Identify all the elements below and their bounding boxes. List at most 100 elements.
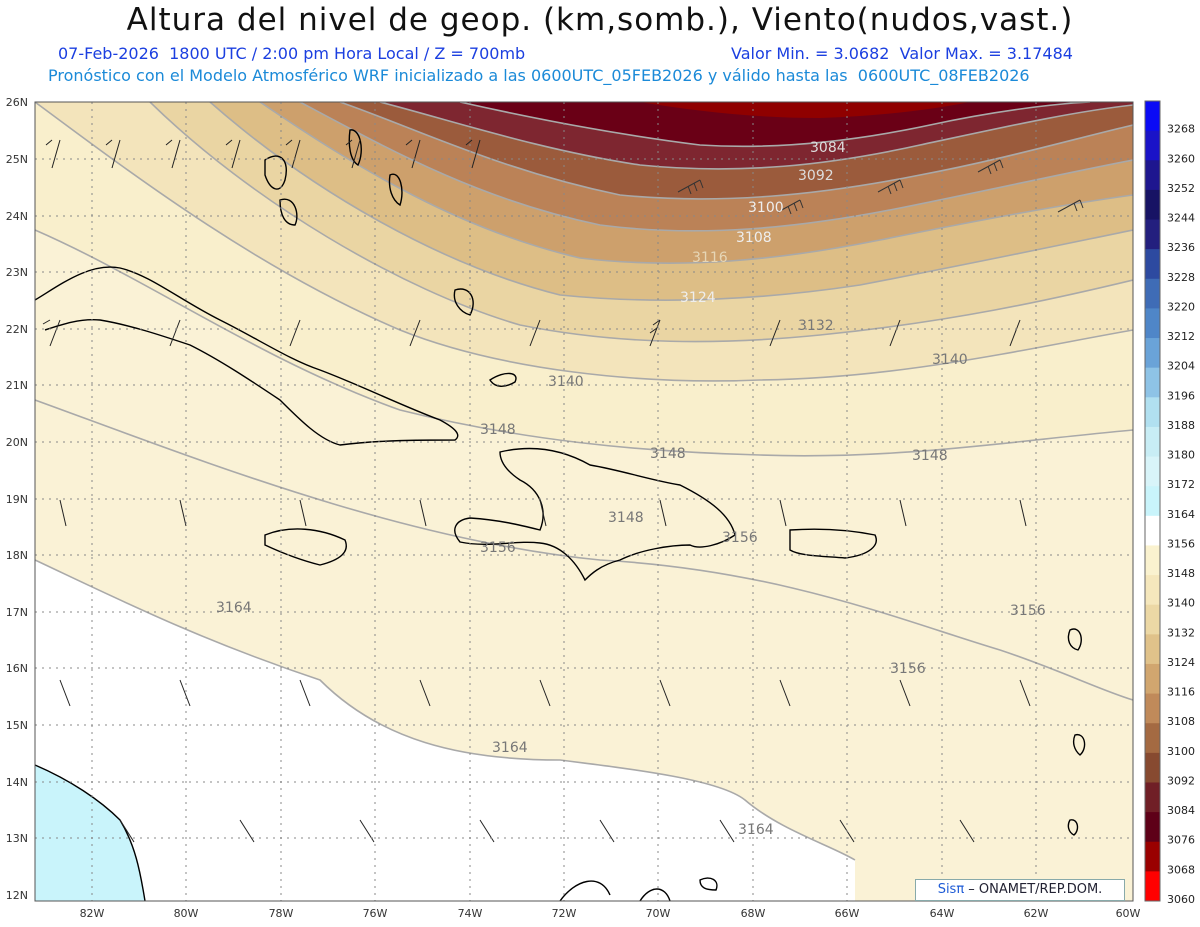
- lon-label: 64W: [930, 907, 955, 920]
- central-america-coast: [35, 764, 146, 901]
- lat-label: 19N: [6, 493, 28, 506]
- colorbar-label: 3228: [1167, 271, 1195, 284]
- lat-label: 24N: [6, 210, 28, 223]
- band-3164-plus: [35, 560, 855, 901]
- contour-label: 3140: [548, 374, 584, 390]
- colorbar-label: 3260: [1167, 152, 1195, 165]
- colorbar-swatch: [1145, 367, 1160, 398]
- lon-label: 82W: [80, 907, 105, 920]
- contour-label: 3164: [216, 600, 252, 616]
- contour-label: 3108: [736, 230, 772, 246]
- contour-label: 3116: [692, 250, 728, 266]
- colorbar-frame: [1144, 100, 1161, 902]
- colorbar-swatch: [1145, 249, 1160, 280]
- bahamas-coast: [264, 129, 517, 387]
- height-bands: [35, 102, 1133, 901]
- colorbar-swatch: [1145, 189, 1160, 221]
- lat-label: 20N: [6, 436, 28, 449]
- contour-label: 3100: [748, 200, 784, 216]
- lat-label: 25N: [6, 153, 28, 166]
- contour-label: 3156: [1010, 603, 1046, 619]
- colorbar-swatch: [1145, 663, 1160, 695]
- colorbar-swatch: [1145, 604, 1160, 635]
- colorbar-label: 3068: [1167, 863, 1195, 876]
- colorbar-label: 3236: [1167, 241, 1195, 254]
- lat-label: 17N: [6, 606, 28, 619]
- colorbar-swatch: [1145, 130, 1160, 161]
- colorbar-label: 3204: [1167, 360, 1195, 373]
- graticule: [35, 102, 1133, 901]
- colorbar-swatch: [1145, 782, 1160, 813]
- colorbar-label: 3164: [1167, 508, 1195, 521]
- colorbar-label: 3156: [1167, 537, 1195, 550]
- colorbar-swatch: [1145, 752, 1160, 783]
- colorbar-label: 3084: [1167, 804, 1195, 817]
- colorbar-label: 3180: [1167, 449, 1195, 462]
- colorbar-label: 3124: [1167, 656, 1195, 669]
- colorbar-label: 3196: [1167, 389, 1195, 402]
- colorbar-swatch: [1145, 575, 1160, 606]
- colorbar-swatch: [1145, 841, 1160, 872]
- colorbar-label: 3220: [1167, 300, 1195, 313]
- colorbar-label: 3108: [1167, 715, 1195, 728]
- contour-label: 3148: [650, 446, 686, 462]
- credit-text: – ONAMET/REP.DOM.: [964, 882, 1103, 897]
- colorbar-swatch: [1145, 456, 1160, 487]
- colorbar-label: 3076: [1167, 834, 1195, 847]
- colorbar-swatch: [1145, 486, 1160, 517]
- lon-label: 80W: [174, 907, 199, 920]
- colorbar-label: 3060: [1167, 893, 1195, 906]
- min-max-values: Valor Min. = 3.0682 Valor Max. = 3.17484: [731, 44, 1073, 63]
- colorbar-label: 3132: [1167, 626, 1195, 639]
- jamaica-coast: [264, 528, 347, 566]
- puerto-rico-coast: [789, 528, 877, 559]
- model-info-line: Pronóstico con el Modelo Atmosférico WRF…: [48, 66, 1030, 85]
- colorbar-label: 3252: [1167, 182, 1195, 195]
- colorbar-label: 3100: [1167, 745, 1195, 758]
- south-america-coast: [559, 877, 718, 901]
- colorbar: 3268 3260 3252 3244 3236 3228 3220 3212 3204 3196…: [1144, 100, 1195, 906]
- band-3084: [460, 102, 1090, 147]
- lat-label: 18N: [6, 549, 28, 562]
- colorbar-swatch: [1145, 278, 1160, 309]
- colorbar-swatch: [1145, 812, 1160, 843]
- contour-label: 3148: [608, 510, 644, 526]
- lat-label: 12N: [6, 889, 28, 902]
- sispi-logo-text: Sisπ: [937, 882, 965, 897]
- contour-label: 3084: [810, 140, 846, 156]
- colorbar-swatch: [1145, 693, 1160, 724]
- contour-lines: [35, 102, 1133, 861]
- lat-label: 23N: [6, 266, 28, 279]
- colorbar-swatch: [1145, 101, 1160, 132]
- colorbar-swatch: [1145, 308, 1160, 339]
- contour-label: 3132: [798, 318, 834, 334]
- contour-label-group: 3084 3092 3100 3108 3116 3124 3132 3140 …: [216, 140, 1046, 838]
- hispaniola-coast: [454, 447, 736, 582]
- lon-label: 74W: [458, 907, 483, 920]
- colorbar-label: 3116: [1167, 686, 1195, 699]
- lon-label: 68W: [741, 907, 766, 920]
- contour-label: 3164: [738, 822, 774, 838]
- lon-label: 70W: [646, 907, 671, 920]
- lat-label: 22N: [6, 323, 28, 336]
- latitude-axis: 26N 25N 24N 23N 22N 21N 20N 19N 18N 17N …: [6, 96, 28, 902]
- lat-label: 15N: [6, 719, 28, 732]
- colorbar-label: 3092: [1167, 774, 1195, 787]
- lon-label: 60W: [1116, 907, 1141, 920]
- colorbar-swatch: [1145, 426, 1160, 458]
- lat-label: 16N: [6, 662, 28, 675]
- colorbar-label: 3172: [1167, 478, 1195, 491]
- colorbar-swatch: [1145, 160, 1160, 191]
- lon-label: 76W: [363, 907, 388, 920]
- colorbar-label: 3148: [1167, 567, 1195, 580]
- lat-label: 26N: [6, 96, 28, 109]
- lon-label: 62W: [1024, 907, 1049, 920]
- contour-label: 3148: [480, 422, 516, 438]
- band-3076: [640, 102, 970, 118]
- colorbar-label: 3212: [1167, 330, 1195, 343]
- lesser-antilles-coast: [1067, 628, 1086, 836]
- colorbar-swatch: [1145, 338, 1160, 369]
- map-title: Altura del nivel de geop. (km,somb.), Vi…: [126, 2, 1074, 38]
- colorbar-swatch: [1145, 723, 1160, 754]
